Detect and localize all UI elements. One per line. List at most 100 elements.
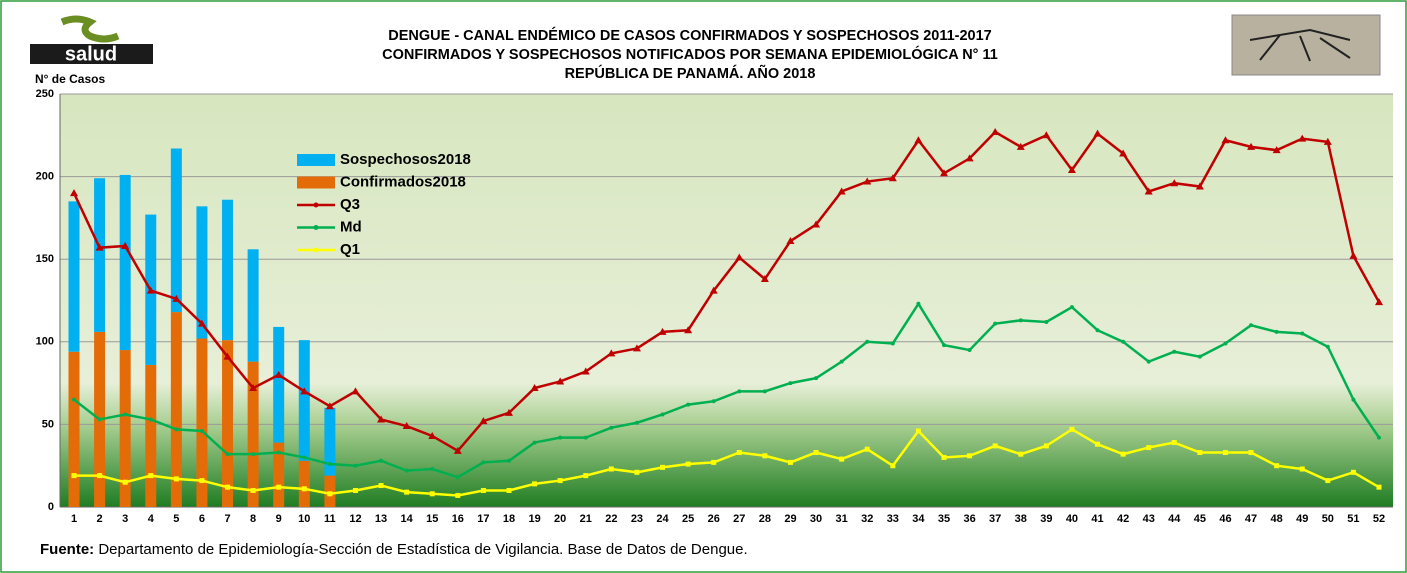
marker: [225, 452, 230, 457]
marker: [1274, 329, 1279, 334]
marker: [148, 473, 154, 479]
marker: [428, 431, 437, 439]
marker: [814, 376, 819, 381]
marker: [709, 286, 718, 294]
x-tick-label: 51: [1347, 513, 1359, 525]
marker: [223, 352, 232, 360]
x-tick-label: 6: [199, 513, 205, 525]
marker: [634, 420, 639, 425]
bar: [222, 199, 234, 341]
marker: [123, 412, 128, 417]
x-tick-label: 16: [452, 513, 464, 525]
marker: [737, 389, 742, 394]
marker: [991, 127, 1000, 135]
y-tick-label: 150: [36, 253, 54, 265]
legend-label: Md: [340, 218, 362, 235]
x-tick-label: 44: [1168, 513, 1181, 525]
x-tick-label: 4: [148, 513, 155, 525]
legend-swatch: [297, 154, 335, 166]
marker: [276, 484, 282, 490]
marker: [1247, 142, 1256, 150]
marker: [505, 408, 513, 416]
marker: [915, 428, 921, 434]
legend-swatch: [297, 176, 335, 189]
x-tick-label: 47: [1245, 513, 1257, 525]
x-tick-label: 12: [349, 513, 361, 525]
bar: [170, 148, 182, 313]
marker: [351, 387, 360, 395]
marker: [837, 187, 846, 195]
marker: [327, 491, 333, 497]
x-tick-label: 20: [554, 513, 566, 525]
bar: [222, 340, 234, 507]
marker: [197, 319, 206, 327]
marker: [1325, 478, 1331, 484]
marker: [1300, 331, 1305, 336]
marker: [1067, 165, 1076, 173]
marker: [455, 492, 461, 498]
marker: [404, 468, 409, 473]
x-tick-label: 43: [1143, 513, 1155, 525]
marker: [1043, 443, 1049, 449]
x-tick-label: 35: [938, 513, 950, 525]
marker: [404, 489, 410, 495]
marker: [684, 326, 693, 334]
marker: [455, 475, 460, 480]
legend-label: Q3: [340, 196, 360, 213]
marker: [711, 459, 717, 465]
marker: [1171, 440, 1177, 446]
marker: [888, 174, 897, 182]
x-tick-label: 40: [1066, 513, 1078, 525]
bar: [196, 206, 208, 339]
marker: [402, 422, 411, 430]
marker: [839, 359, 844, 364]
title-line: REPÚBLICA DE PANAMÁ. AÑO 2018: [565, 64, 816, 82]
marker: [786, 237, 795, 245]
marker: [249, 384, 258, 392]
marker: [199, 478, 205, 484]
x-tick-label: 18: [503, 513, 515, 525]
x-tick-label: 52: [1373, 513, 1385, 525]
x-tick-label: 41: [1091, 513, 1103, 525]
marker: [174, 427, 179, 432]
bar: [247, 249, 259, 362]
marker: [453, 446, 462, 454]
marker: [302, 455, 307, 460]
x-tick-label: 31: [836, 513, 848, 525]
bar: [273, 442, 285, 507]
marker: [1095, 441, 1101, 447]
x-tick-label: 11: [324, 513, 336, 525]
x-tick-label: 34: [912, 513, 925, 525]
x-tick-label: 49: [1296, 513, 1308, 525]
marker: [762, 389, 767, 394]
bar: [273, 326, 285, 443]
bar: [298, 460, 310, 507]
marker: [711, 399, 716, 404]
marker: [685, 461, 691, 467]
legend-marker: [313, 247, 319, 253]
marker: [839, 456, 845, 462]
marker: [95, 243, 104, 251]
x-tick-label: 23: [631, 513, 643, 525]
x-tick-label: 39: [1040, 513, 1052, 525]
marker: [1222, 449, 1228, 455]
marker: [1195, 182, 1204, 190]
marker: [1298, 134, 1307, 142]
marker: [250, 487, 256, 493]
marker: [1376, 484, 1382, 490]
marker: [941, 454, 947, 460]
marker: [1221, 136, 1230, 144]
marker: [942, 343, 946, 348]
x-tick-label: 32: [861, 513, 873, 525]
marker: [1121, 339, 1126, 344]
marker: [199, 429, 204, 434]
x-tick-label: 19: [528, 513, 540, 525]
marker: [1375, 298, 1383, 306]
title-line: DENGUE - CANAL ENDÉMICO DE CASOS CONFIRM…: [388, 27, 992, 44]
marker: [430, 467, 435, 472]
marker: [72, 397, 76, 402]
bar: [119, 350, 131, 507]
marker: [890, 341, 895, 346]
marker: [609, 425, 614, 430]
marker: [1069, 305, 1074, 310]
